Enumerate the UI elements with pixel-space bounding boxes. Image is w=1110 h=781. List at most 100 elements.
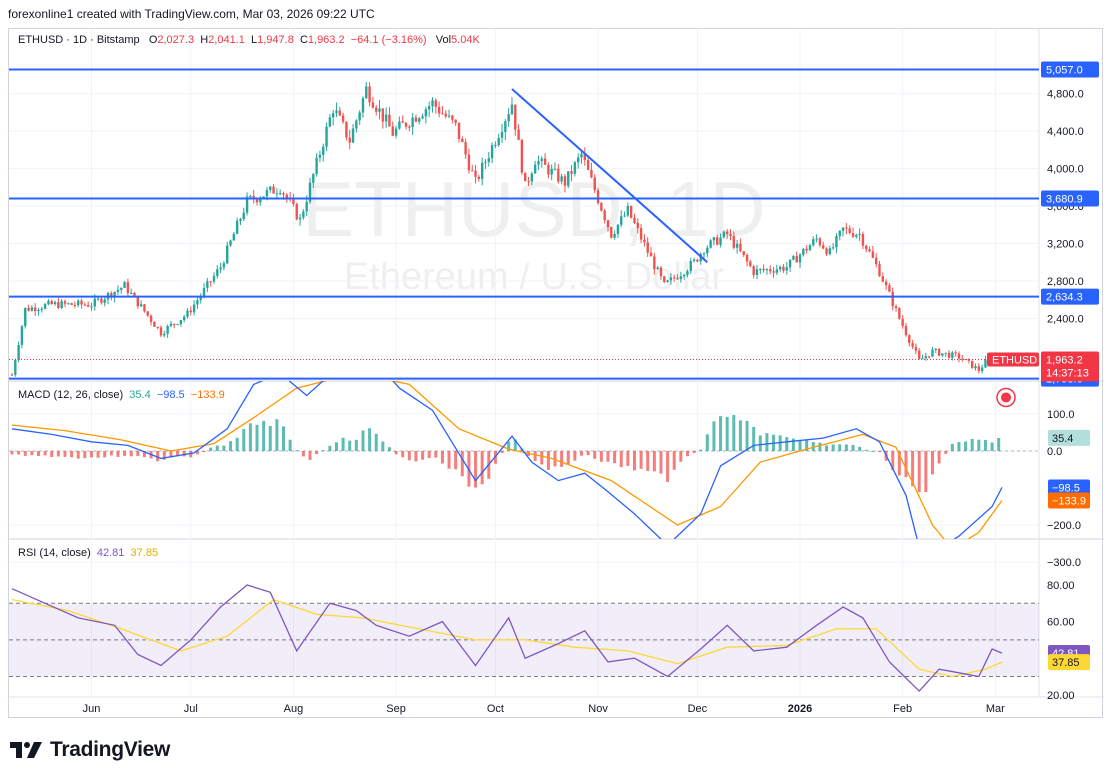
candle-body	[272, 186, 275, 194]
candle-body	[196, 300, 199, 305]
macd-histogram-bar	[434, 451, 438, 458]
candle-body	[341, 115, 345, 122]
candle-body	[355, 120, 358, 129]
candle-body	[312, 174, 315, 183]
macd-histogram-bar	[738, 420, 742, 451]
macd-histogram-bar	[851, 444, 855, 451]
candle-body	[192, 304, 196, 313]
candle-body	[331, 113, 335, 118]
macd-histogram-bar	[805, 439, 809, 451]
chart-attribution: forexonline1 created with TradingView.co…	[8, 7, 375, 21]
candle-body	[368, 86, 371, 103]
macd-histogram-bar	[719, 416, 723, 451]
candle-body	[871, 251, 875, 258]
candle-body	[322, 146, 325, 155]
symbol-label[interactable]: ETHUSD · 1D · Bitstamp	[18, 34, 140, 46]
macd-histogram-bar	[282, 426, 286, 451]
macd-histogram-bar	[129, 451, 133, 457]
macd-histogram-bar	[937, 451, 941, 464]
candle-body	[798, 254, 802, 263]
candle-body	[408, 126, 411, 128]
trendline	[511, 88, 708, 264]
macd-histogram-bar	[189, 451, 193, 458]
rsi-title[interactable]: RSI (14, close)	[18, 547, 91, 559]
candle-body	[474, 170, 477, 177]
price-tick-label: 4,400.0	[1047, 126, 1084, 138]
candle-body	[394, 128, 398, 136]
macd-histogram-bar	[268, 425, 272, 451]
close-value: 1,963.2	[307, 34, 345, 46]
macd-histogram-bar	[579, 451, 583, 456]
macd-title[interactable]: MACD (12, 26, close)	[18, 389, 124, 401]
candle-body	[467, 154, 471, 171]
macd-value-tag-label: 35.4	[1052, 433, 1073, 445]
candle-body	[891, 291, 894, 307]
candle-body	[553, 168, 557, 170]
candle-body	[616, 224, 620, 234]
time-tick-label: Mar	[986, 703, 1005, 715]
candle-body	[646, 242, 649, 253]
candle-body	[345, 121, 348, 138]
candle-body	[729, 234, 732, 237]
candle-body	[884, 281, 888, 286]
candle-body	[583, 153, 587, 161]
macd-histogram-bar	[679, 451, 683, 462]
candle-body	[719, 237, 722, 245]
candle-body	[384, 114, 388, 122]
candle-body	[603, 210, 606, 221]
last-price-tag	[1041, 351, 1099, 382]
macd-histogram-bar	[89, 451, 93, 458]
candle-body	[33, 307, 37, 312]
macd-histogram-bar	[877, 451, 881, 452]
candle-body	[176, 324, 179, 326]
macd-histogram-bar	[725, 416, 729, 451]
candle-body	[957, 353, 961, 359]
candle-body	[666, 280, 669, 282]
chart-frame[interactable]: ETHUSD, 1D Ethereum / U.S. Dollar 4,800.0 4…	[8, 28, 1104, 719]
candle-body	[557, 168, 560, 182]
candle-body	[381, 108, 385, 122]
candle-body	[285, 194, 289, 199]
price-tick-label: 3,200.0	[1047, 239, 1084, 251]
candle-body	[848, 228, 851, 234]
candle-body	[338, 110, 341, 116]
candle-body	[219, 267, 222, 270]
macd-histogram-bar	[560, 451, 564, 467]
macd-histogram-bar	[930, 451, 934, 475]
candle-body	[166, 326, 169, 334]
macd-hist-value: 35.4	[129, 389, 151, 401]
candle-body	[24, 307, 27, 327]
candle-body	[504, 121, 507, 133]
change-value: −64.1 (−3.16%)	[350, 34, 427, 46]
candle-body	[812, 239, 815, 246]
countdown-value: 14:37:13	[1046, 367, 1089, 379]
candle-body	[941, 353, 944, 356]
macd-histogram-bar	[513, 439, 517, 451]
candle-body	[490, 145, 494, 159]
candle-body	[865, 245, 868, 250]
macd-histogram-bar	[500, 451, 504, 453]
macd-histogram-bar	[202, 451, 206, 452]
rsi-line	[11, 584, 1003, 693]
candle-body	[216, 269, 219, 276]
rsi-value: 42.81	[96, 547, 125, 559]
volume-label: Vol	[435, 34, 452, 46]
macd-histogram-bar	[50, 451, 54, 458]
macd-histogram-bar	[182, 451, 186, 457]
candle-body	[93, 298, 96, 307]
candle-body	[484, 162, 487, 164]
macd-histogram-bar	[699, 449, 703, 451]
footer-logo[interactable]: TradingView	[10, 738, 170, 762]
candle-body	[169, 323, 173, 327]
candle-body	[116, 289, 120, 292]
low-value: 1,947.8	[257, 34, 294, 46]
macd-tick-label: 0.0	[1047, 446, 1062, 458]
macd-histogram-bar	[950, 443, 954, 451]
macd-histogram-bar	[76, 451, 80, 459]
time-tick-label: Oct	[487, 703, 504, 715]
candle-body	[679, 276, 683, 280]
candle-body	[77, 300, 80, 306]
candle-body	[921, 358, 924, 360]
candle-body	[692, 259, 696, 261]
